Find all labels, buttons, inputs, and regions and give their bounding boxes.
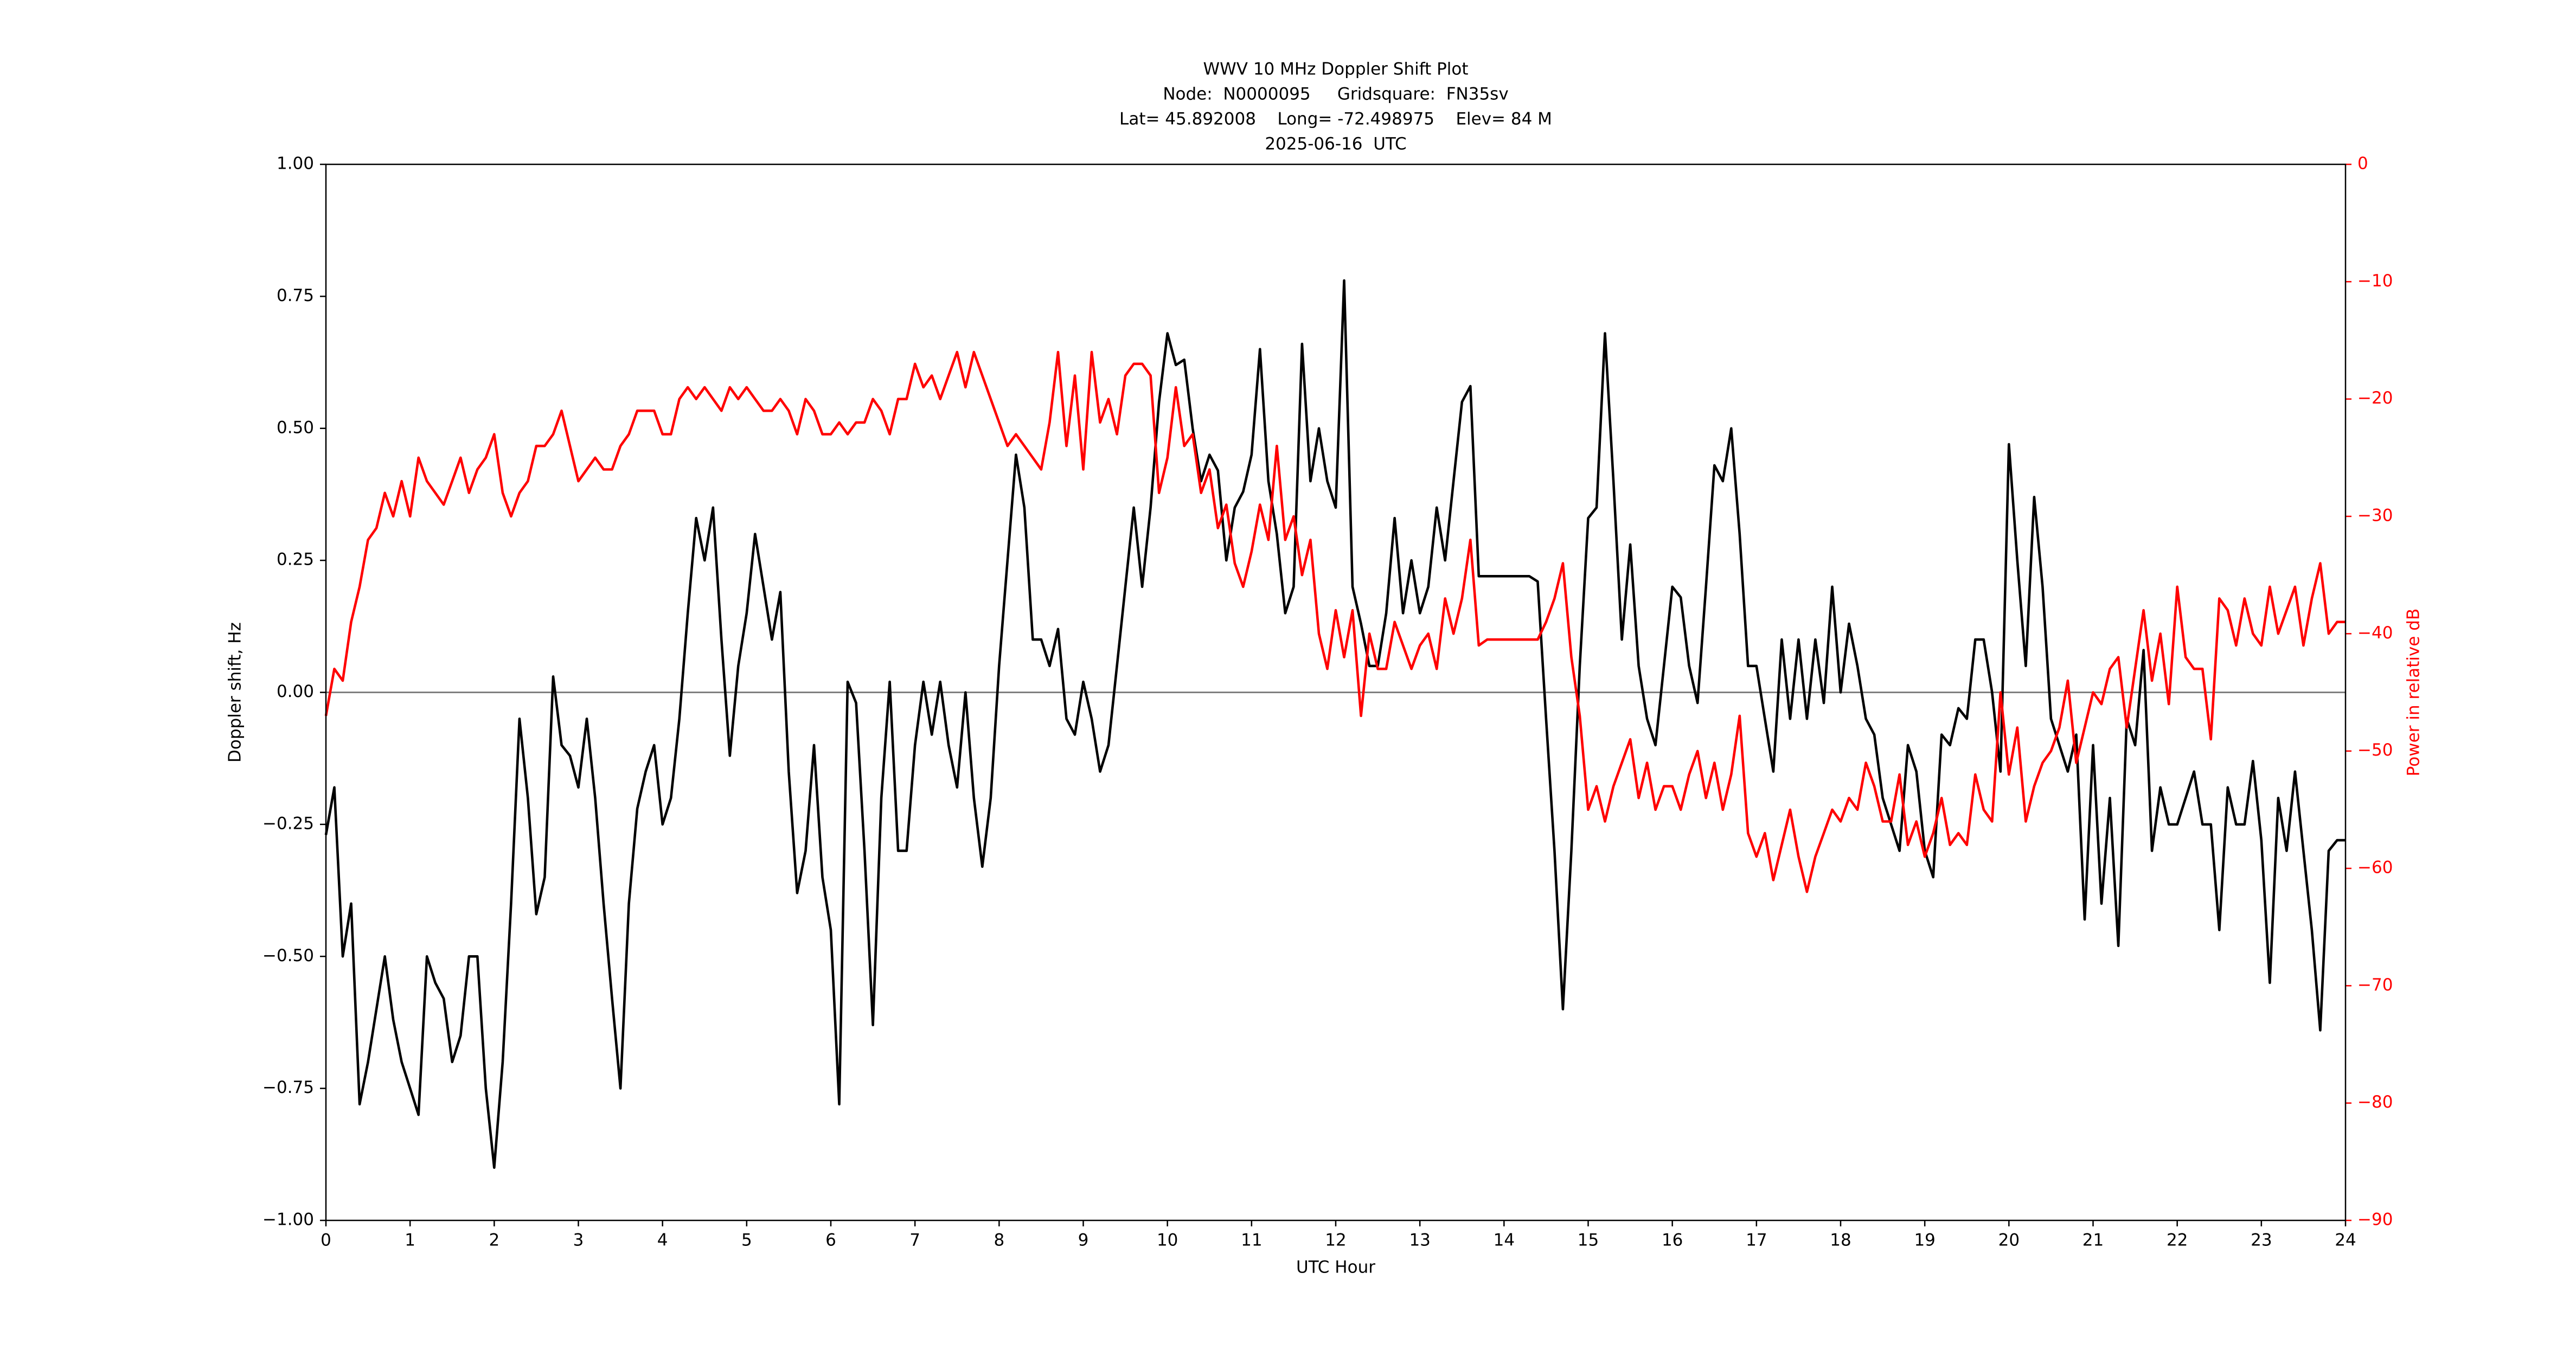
x-tick-label: 15 (1578, 1231, 1599, 1250)
y-tick-label: 0.50 (277, 418, 314, 437)
x-tick-label: 22 (2167, 1231, 2188, 1250)
x-tick-label: 12 (1325, 1231, 1346, 1250)
x-tick-label: 5 (741, 1231, 752, 1250)
x-tick-label: 19 (1914, 1231, 1935, 1250)
x-tick-label: 7 (909, 1231, 920, 1250)
y2-tick-label: −30 (2357, 506, 2393, 526)
y-tick-label: −0.75 (262, 1078, 314, 1097)
y-axis-label: Doppler shift, Hz (226, 622, 245, 763)
data-line (324, 350, 2346, 893)
y2-tick-label: −50 (2357, 740, 2393, 760)
x-tick-label: 8 (994, 1231, 1004, 1250)
x-axis-label: UTC Hour (1296, 1258, 1375, 1277)
y-tick-label: 0.25 (277, 550, 314, 570)
y2-tick-label: −40 (2357, 623, 2393, 643)
y2-tick-label: −70 (2357, 975, 2393, 995)
x-tick-label: 14 (1494, 1231, 1515, 1250)
y2-tick-label: −10 (2357, 271, 2393, 291)
y2-tick-label: 0 (2357, 154, 2368, 174)
x-tick-label: 9 (1078, 1231, 1089, 1250)
x-tick-label: 18 (1830, 1231, 1851, 1250)
x-tick-label: 0 (321, 1231, 331, 1250)
plot-frame (325, 163, 2347, 1221)
data-line (324, 279, 2346, 1169)
x-tick-label: 10 (1157, 1231, 1178, 1250)
x-tick-label: 4 (657, 1231, 668, 1250)
x-tick-label: 23 (2251, 1231, 2272, 1250)
x-tick-label: 6 (825, 1231, 836, 1250)
x-tick-label: 11 (1241, 1231, 1262, 1250)
chart-title: Node: N0000095 Gridsquare: FN35sv (1163, 85, 1508, 104)
y-tick-label: −1.00 (262, 1210, 314, 1230)
x-tick-label: 1 (405, 1231, 415, 1250)
x-tick-label: 16 (1662, 1231, 1683, 1250)
y-tick-label: 0.00 (277, 682, 314, 701)
x-tick-label: 3 (573, 1231, 584, 1250)
x-tick-label: 13 (1409, 1231, 1430, 1250)
x-tick-label: 17 (1746, 1231, 1767, 1250)
chart-title: Lat= 45.892008 Long= -72.498975 Elev= 84… (1119, 110, 1552, 129)
y-tick-label: 0.75 (277, 286, 314, 305)
y2-tick-label: −80 (2357, 1092, 2393, 1112)
y2-tick-label: −20 (2357, 388, 2393, 408)
y2-tick-label: −90 (2357, 1210, 2393, 1230)
x-tick-label: 20 (1998, 1231, 2020, 1250)
y-tick-label: −0.50 (262, 946, 314, 965)
x-tick-label: 21 (2082, 1231, 2104, 1250)
y2-tick-label: −60 (2357, 858, 2393, 878)
x-tick-label: 24 (2335, 1231, 2356, 1250)
y-tick-label: 1.00 (277, 154, 314, 174)
x-tick-label: 2 (489, 1231, 499, 1250)
chart-title: 2025-06-16 UTC (1265, 135, 1406, 154)
y-tick-label: −0.25 (262, 814, 314, 833)
chart-title: WWV 10 MHz Doppler Shift Plot (1203, 60, 1468, 79)
y2-axis-label: Power in relative dB (2404, 609, 2424, 776)
